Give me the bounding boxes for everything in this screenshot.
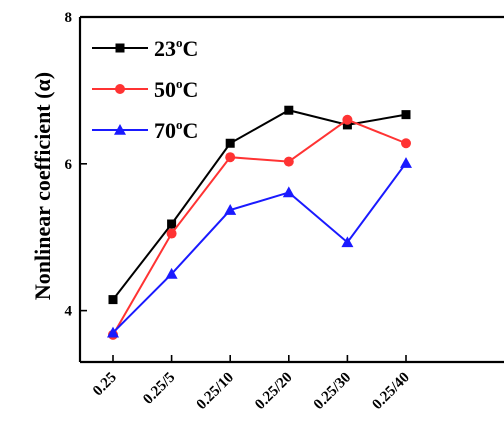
data-point-1 [166,228,177,239]
data-point-0 [401,110,411,120]
x-tick-label: 0.25 [90,370,120,400]
x-tick-label: 0.25/10 [194,370,237,413]
y-axis-label: Nonlinear coefficient (α) [30,72,55,300]
data-point-1 [342,114,353,125]
legend-label-degree: o [176,117,183,132]
data-point-2 [224,204,237,215]
legend-label-unit: C [183,36,199,61]
data-point-2 [165,267,178,279]
data-point-0 [284,105,294,115]
data-point-0 [108,295,118,305]
legend-marker-1 [115,84,125,94]
x-tick-label: 0.25/40 [369,370,412,413]
data-point-1 [401,138,411,149]
legend-label-2: 70oC [154,117,198,143]
y-tick-label: 4 [65,304,73,320]
legend-label-value: 70 [154,118,176,143]
y-tick-label: 8 [65,10,73,26]
legend-label-degree: o [176,76,183,91]
x-tick-label: 0.25/20 [252,370,295,413]
y-tick-label: 6 [65,157,73,173]
legend-label-value: 23 [154,36,176,61]
data-point-2 [282,186,295,198]
data-point-2 [400,157,412,168]
data-point-0 [342,120,352,130]
plot-area: 4 6 8 0.25 0.25/5 0.25/10 0.25/20 0.25/30 0.25/4… [65,10,504,413]
data-point-2 [107,326,119,338]
data-point-2 [341,236,354,248]
data-point-0 [225,138,235,148]
series-line-1 [112,118,407,336]
legend-label-unit: C [183,118,199,143]
legend-marker-0 [115,43,125,53]
x-tick-label: 0.25/5 [140,370,178,408]
series-line-2 [112,162,407,334]
legend-label-degree: o [176,35,183,50]
legend-marker-2 [114,124,126,135]
x-tick-label: 0.25/30 [311,370,354,413]
data-point-1 [225,152,236,163]
legend-label-1: 50oC [154,76,198,102]
data-point-0 [167,219,177,229]
data-point-1 [283,156,294,167]
legend-label-value: 50 [154,77,176,102]
legend-label-0: 23oC [154,35,198,61]
legend-label-unit: C [183,77,199,102]
